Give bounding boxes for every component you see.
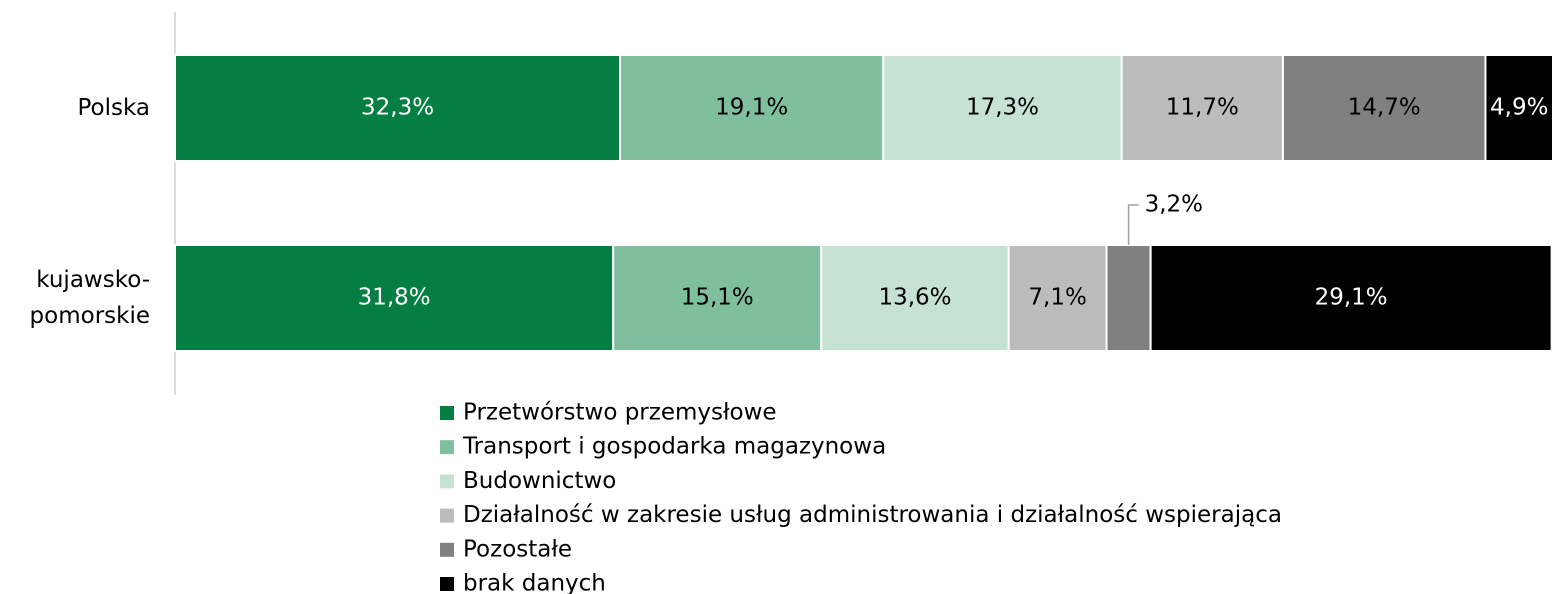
value-label: 32,3% <box>361 95 434 121</box>
legend-label: brak danych <box>463 571 606 594</box>
legend-swatch <box>440 440 454 455</box>
value-label: 19,1% <box>715 95 788 121</box>
category-label: kujawsko-pomorskie <box>29 267 150 329</box>
category-label: Polska <box>77 95 150 121</box>
value-label: 17,3% <box>966 95 1039 121</box>
bar-segment <box>619 54 885 162</box>
value-label: 7,1% <box>1028 285 1086 311</box>
legend-swatch <box>440 577 454 591</box>
legend-swatch <box>440 542 454 557</box>
legend-label: Budownictwo <box>463 468 616 494</box>
legend-swatch <box>440 474 454 489</box>
bar-segment <box>1007 244 1108 352</box>
bar-segment <box>174 54 622 162</box>
bar-segment <box>820 244 1010 352</box>
bar-segment <box>1484 54 1555 162</box>
bar-segment <box>1149 244 1553 352</box>
value-label: 31,8% <box>358 285 431 311</box>
value-label: 11,7% <box>1166 95 1239 121</box>
bar-segment <box>1105 244 1152 352</box>
value-label: 4,9% <box>1490 95 1548 121</box>
legend-label: Pozostałe <box>463 536 572 562</box>
value-label: 29,1% <box>1315 285 1388 311</box>
value-label: 15,1% <box>681 285 754 311</box>
value-label: 13,6% <box>878 285 951 311</box>
legend-label: Przetwórstwo przemysłowe <box>463 400 777 426</box>
legend-swatch <box>440 508 454 523</box>
bar-segment <box>882 54 1123 162</box>
legend-label: Transport i gospodarka magazynowa <box>462 434 886 460</box>
legend-swatch <box>440 406 454 420</box>
legend-label: Działalność w zakresie usług administrow… <box>463 502 1282 528</box>
leader-line <box>1127 204 1139 245</box>
value-label: 3,2% <box>1145 192 1203 218</box>
value-label: 14,7% <box>1348 95 1421 121</box>
